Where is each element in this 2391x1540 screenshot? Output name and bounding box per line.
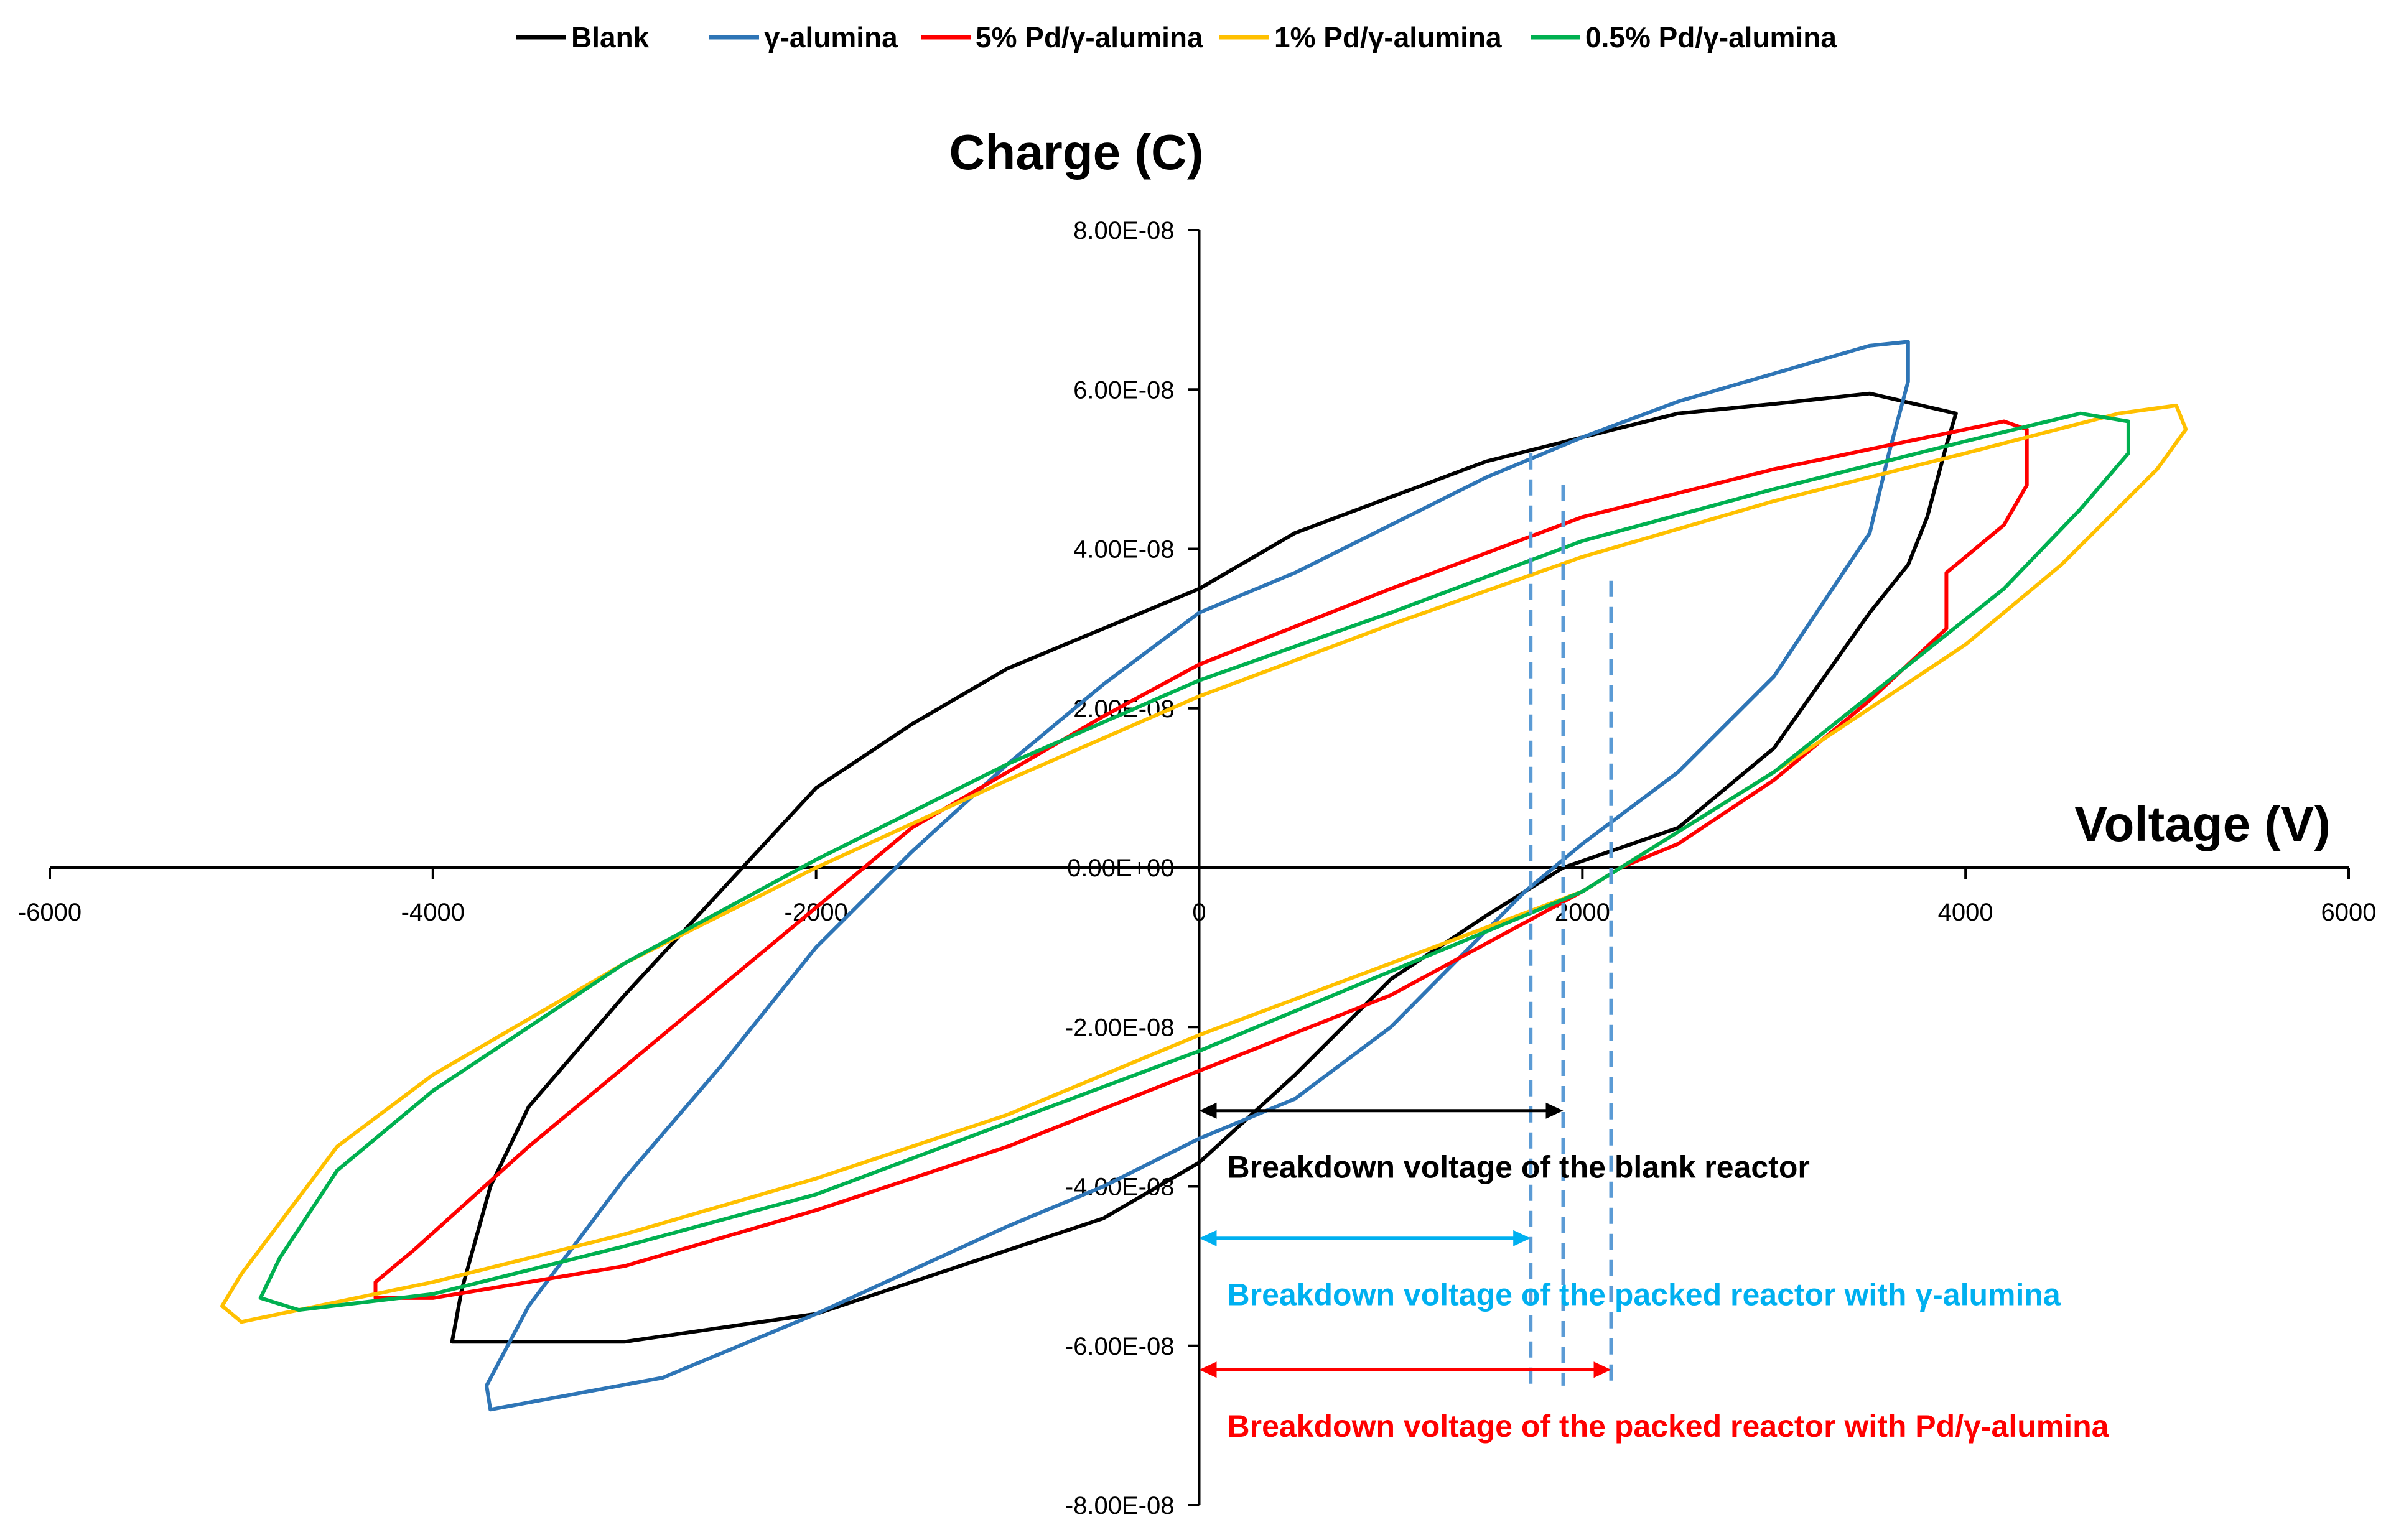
arrowhead-left (1199, 1361, 1217, 1378)
legend-label: 1% Pd/γ-alumina (1274, 21, 1502, 53)
legend-item-5: 0.5% Pd/γ-alumina (1531, 21, 1837, 53)
legend-item-1: Blank (516, 21, 650, 53)
arrowhead-left (1199, 1102, 1217, 1119)
y-tick-label: 8.00E-08 (1073, 217, 1174, 244)
x-axis-title: Voltage (V) (2074, 796, 2331, 851)
legend-label: 5% Pd/γ-alumina (976, 21, 1203, 53)
arrowhead-left (1199, 1230, 1217, 1246)
annotation-label: Breakdown voltage of the blank reactor (1228, 1149, 1810, 1184)
axes: -6000 -4000 -2000 0 2000 4000 60008.00E-086.00… (18, 217, 2377, 1519)
series-line-5 (258, 411, 2130, 1312)
x-tick-label: 4000 (1938, 899, 1993, 926)
breakdown-annotation-2: Breakdown voltage of the packed reactor … (1199, 1230, 2061, 1312)
breakdown-lines (1529, 453, 1613, 1386)
annotation-label: Breakdown voltage of the packed reactor … (1228, 1277, 2061, 1312)
breakdown-annotation-1: Breakdown voltage of the blank reactor (1199, 1102, 1810, 1184)
annotation-label: Breakdown voltage of the packed reactor … (1228, 1409, 2110, 1444)
legend-item-4: 1% Pd/γ-alumina (1219, 21, 1502, 53)
y-tick-label: -6.00E-08 (1065, 1333, 1175, 1360)
legend-label: γ-alumina (764, 21, 898, 53)
y-tick-label: -2.00E-08 (1065, 1014, 1175, 1041)
y-tick-label: 6.00E-08 (1073, 376, 1174, 404)
y-tick-label: -8.00E-08 (1065, 1492, 1175, 1519)
legend-item-3: 5% Pd/γ-alumina (921, 21, 1203, 53)
arrowhead-right (1513, 1230, 1531, 1246)
y-axis-title: Charge (C) (949, 124, 1204, 180)
arrowhead-right (1593, 1361, 1611, 1378)
series-line-1 (450, 391, 1958, 1344)
series-line-3 (373, 419, 2029, 1300)
y-tick-label: 0.00E+00 (1067, 855, 1174, 882)
legend-label: Blank (571, 21, 650, 53)
series-line-2 (485, 340, 1910, 1412)
breakdown-annotation-3: Breakdown voltage of the packed reactor … (1199, 1361, 2110, 1444)
x-tick-label: 0 (1192, 899, 1206, 926)
legend: Blank γ-alumina 5% Pd/γ-alumina 1% Pd/γ-alu… (516, 21, 1837, 53)
x-tick-label: -6000 (18, 899, 82, 926)
series-layer (220, 340, 2188, 1412)
legend-item-2: γ-alumina (709, 21, 898, 53)
arrowhead-right (1545, 1102, 1564, 1119)
legend-label: 0.5% Pd/γ-alumina (1585, 21, 1837, 53)
series-line-4 (220, 403, 2188, 1324)
annotations: Breakdown voltage of the blank reactor Br… (1199, 1102, 2110, 1444)
x-tick-label: -4000 (401, 899, 465, 926)
x-tick-label: 6000 (2321, 899, 2377, 926)
y-tick-label: 4.00E-08 (1073, 536, 1174, 564)
x-tick-label: -2000 (785, 899, 848, 926)
